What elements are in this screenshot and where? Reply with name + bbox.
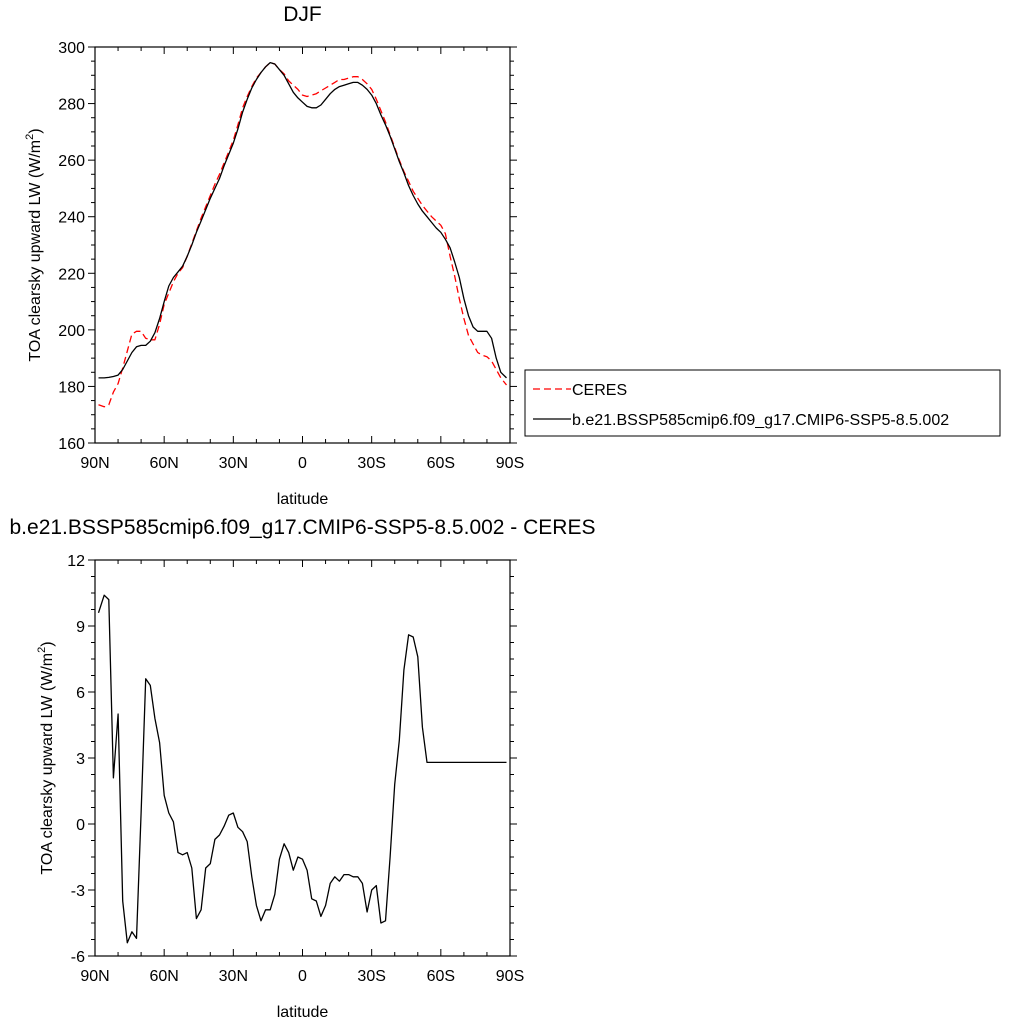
top-chart-legend: CERES b.e21.BSSP585cmip6.f09_g17.CMIP6-S… xyxy=(524,369,1001,437)
bottom-chart-y-axis-label-tail: ) xyxy=(39,641,56,646)
legend-ceres-label: CERES xyxy=(572,382,627,399)
top-chart-x-axis-label: latitude xyxy=(277,491,329,508)
top-chart: DJF 90N 60N 30N 0 30S 60S 90S 160 180 200 220 240 26… xyxy=(24,3,524,508)
y-tick-label: 160 xyxy=(58,436,85,453)
bottom-chart-x-axis-label: latitude xyxy=(277,1004,329,1021)
bottom-chart-axes: 90N 60N 30N 0 30S 60S 90S -6 -3 0 3 6 9 12 xyxy=(67,553,524,985)
x-tick-label: 30N xyxy=(219,968,248,985)
x-tick-label: 0 xyxy=(298,455,307,472)
x-tick-label: 90S xyxy=(496,455,524,472)
y-tick-label: 0 xyxy=(76,817,85,834)
top-chart-axes: 90N 60N 30N 0 30S 60S 90S 160 180 200 220 240 260 280… xyxy=(58,40,524,472)
y-tick-label: 12 xyxy=(67,553,85,570)
x-tick-label: 90N xyxy=(80,968,109,985)
bottom-chart: b.e21.BSSP585cmip6.f09_g17.CMIP6-SSP5-8.… xyxy=(10,516,596,1021)
x-tick-label: 60S xyxy=(427,455,455,472)
legend-model-label: b.e21.BSSP585cmip6.f09_g17.CMIP6-SSP5-8.… xyxy=(572,412,949,429)
x-tick-label: 30S xyxy=(357,455,385,472)
y-tick-label: 280 xyxy=(58,97,85,114)
y-tick-label: 220 xyxy=(58,266,85,283)
x-tick-label: 90N xyxy=(80,455,109,472)
top-chart-y-axis-label-tail: ) xyxy=(27,128,44,133)
y-tick-label: 260 xyxy=(58,153,85,170)
y-tick-label: 200 xyxy=(58,323,85,340)
y-tick-label: -6 xyxy=(71,949,85,966)
bottom-chart-series xyxy=(97,594,507,944)
top-chart-y-axis-label-sup: 2 xyxy=(24,134,36,140)
legend-box xyxy=(524,369,1001,437)
y-tick-label: 9 xyxy=(76,619,85,636)
plot-frame xyxy=(94,559,511,957)
difference-line xyxy=(97,594,507,944)
series-line-1 xyxy=(98,61,507,379)
top-chart-y-axis-label: TOA clearsky upward LW (W/m2) xyxy=(24,128,44,361)
top-chart-y-axis-label-main: TOA clearsky upward LW (W/m xyxy=(27,140,44,362)
top-chart-title: DJF xyxy=(283,3,322,26)
x-tick-label: 30N xyxy=(219,455,248,472)
x-tick-label: 30S xyxy=(357,968,385,985)
top-chart-series xyxy=(98,61,508,408)
bottom-chart-title: b.e21.BSSP585cmip6.f09_g17.CMIP6-SSP5-8.… xyxy=(10,516,596,539)
y-tick-label: 240 xyxy=(58,210,85,227)
y-tick-label: 3 xyxy=(76,751,85,768)
bottom-chart-y-axis-label-sup: 2 xyxy=(36,647,48,653)
y-tick-label: -3 xyxy=(71,883,85,900)
x-tick-label: 90S xyxy=(496,968,524,985)
y-tick-label: 300 xyxy=(58,40,85,57)
x-tick-label: 60N xyxy=(149,455,178,472)
x-tick-label: 60N xyxy=(149,968,178,985)
bottom-chart-y-axis-label: TOA clearsky upward LW (W/m2) xyxy=(36,641,56,874)
x-tick-label: 0 xyxy=(298,968,307,985)
series-line-0 xyxy=(98,61,508,408)
y-tick-label: 180 xyxy=(58,379,85,396)
bottom-chart-y-axis-label-main: TOA clearsky upward LW (W/m xyxy=(39,653,56,875)
x-tick-label: 60S xyxy=(427,968,455,985)
y-tick-label: 6 xyxy=(76,685,85,702)
